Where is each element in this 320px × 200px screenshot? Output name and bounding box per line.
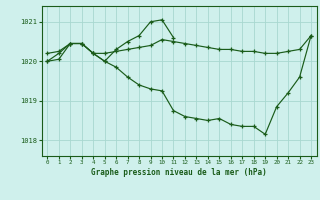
X-axis label: Graphe pression niveau de la mer (hPa): Graphe pression niveau de la mer (hPa) (91, 168, 267, 177)
